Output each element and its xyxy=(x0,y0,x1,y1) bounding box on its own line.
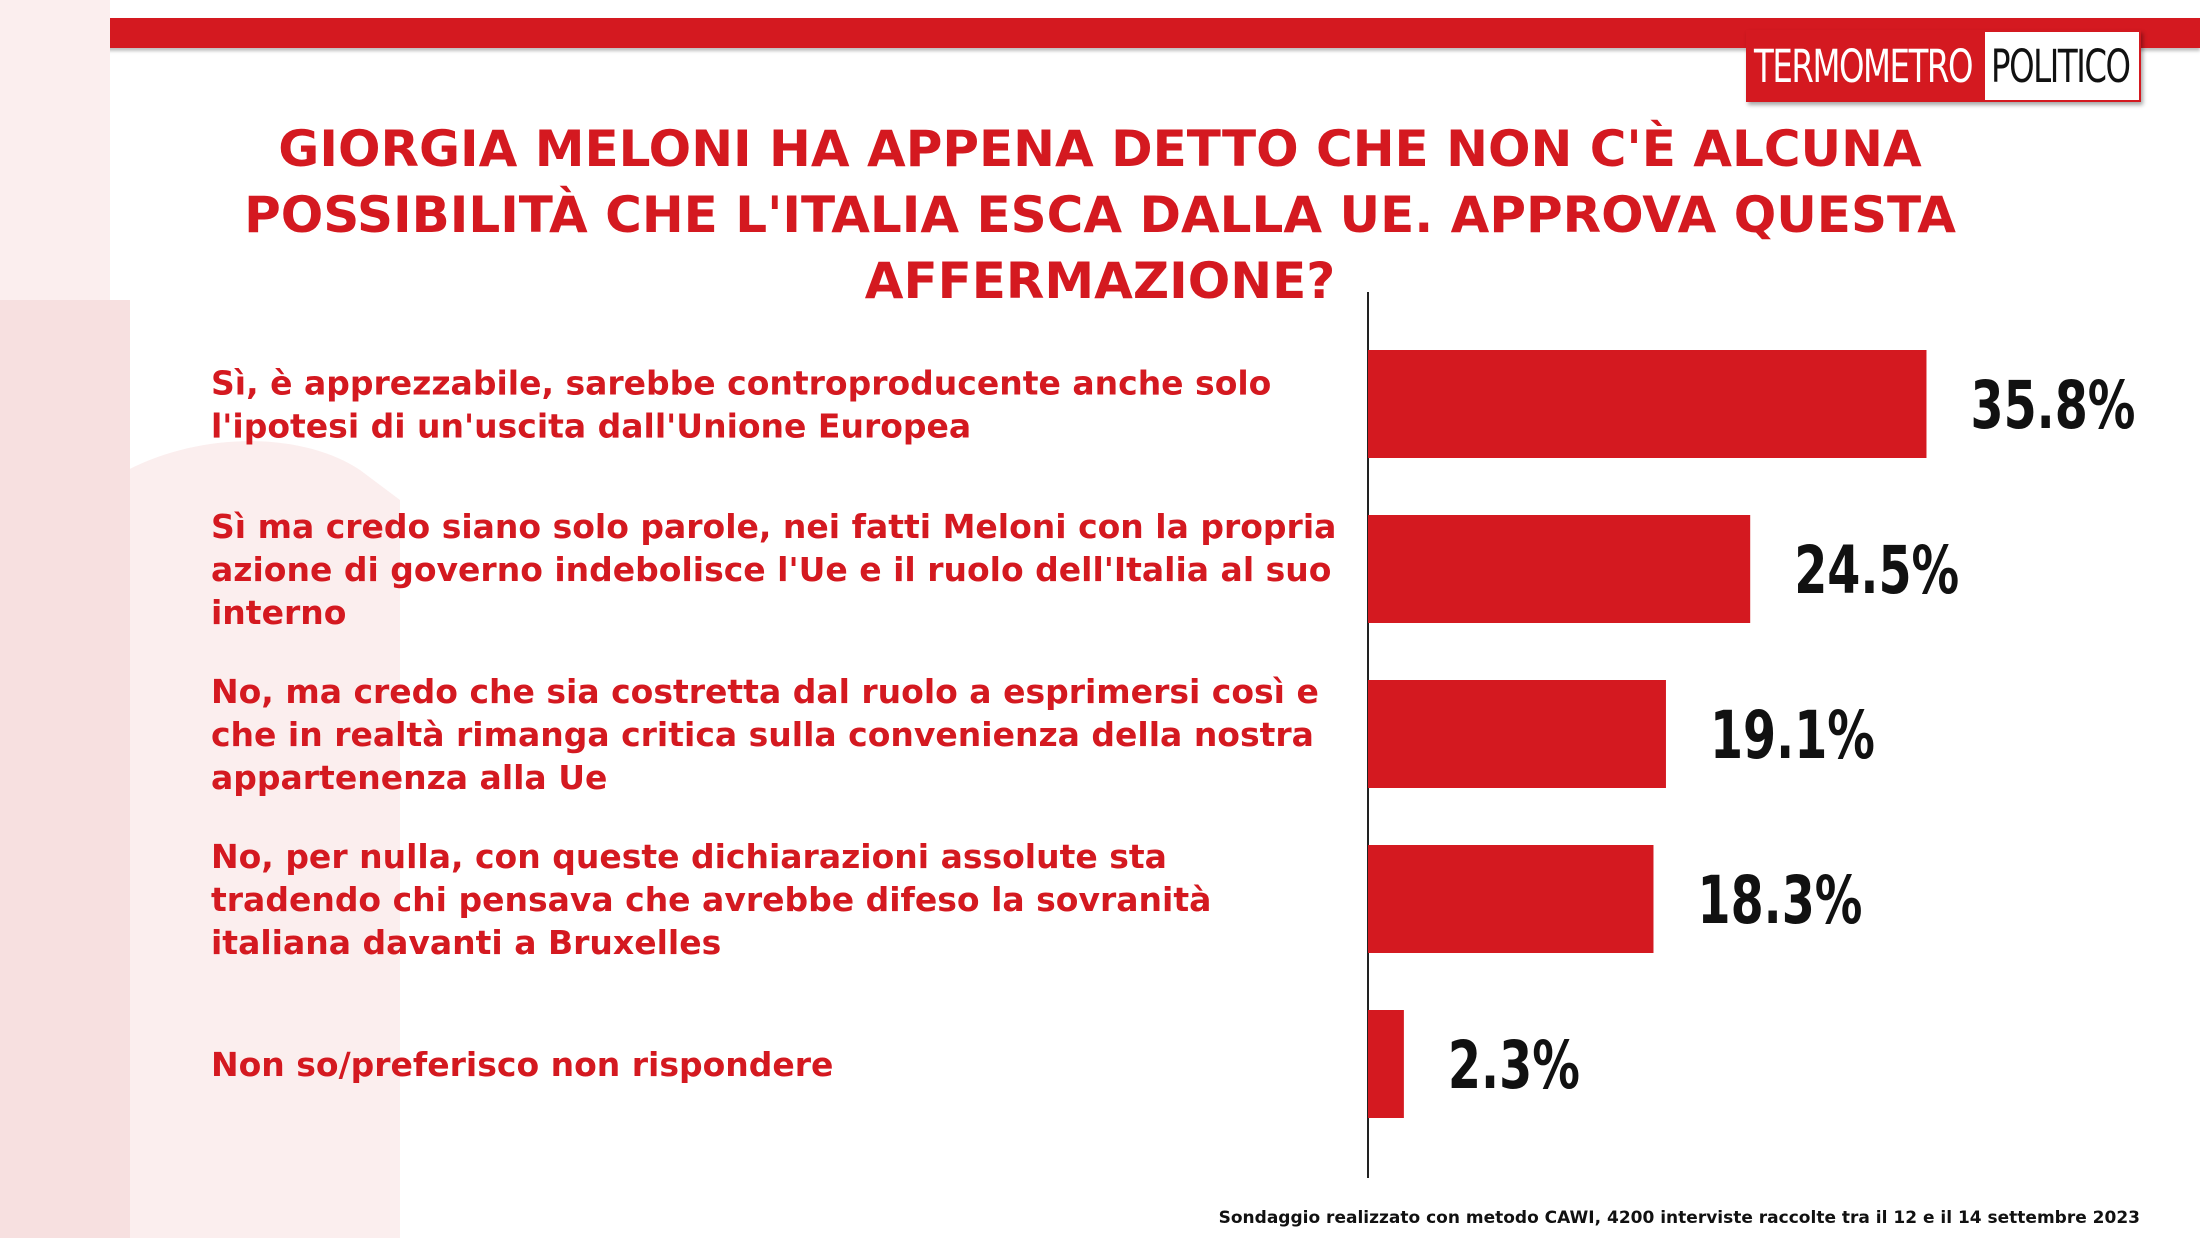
value-label-3: 19.1% xyxy=(1710,697,1875,774)
bar-2 xyxy=(1368,515,1751,623)
category-label-4-line-1: No, per nulla, con queste dichiarazioni … xyxy=(211,837,1167,876)
category-label-4-line-3: italiana davanti a Bruxelles xyxy=(211,923,721,962)
value-label-5: 2.3% xyxy=(1448,1027,1580,1104)
value-label-1: 35.8% xyxy=(1970,367,2135,444)
category-label-2-line-1: Sì ma credo siano solo parole, nei fatti… xyxy=(211,507,1336,546)
brand-logo-left: TERMOMETRO xyxy=(1746,30,1985,102)
category-label-4-line-2: tradendo chi pensava che avrebbe difeso … xyxy=(211,880,1211,919)
value-label-2: 24.5% xyxy=(1794,532,1959,609)
value-labels-group: 35.8% 24.5% 19.1% 18.3% 2.3% xyxy=(1448,367,2136,1104)
category-label-3-line-2: che in realtà rimanga critica sulla conv… xyxy=(211,715,1314,754)
category-labels-group: Sì, è apprezzabile, sarebbe controproduc… xyxy=(211,364,1336,1085)
category-label-1-line-1: Sì, è apprezzabile, sarebbe controproduc… xyxy=(211,364,1271,403)
bar-5 xyxy=(1368,1010,1404,1118)
bar-4 xyxy=(1368,845,1654,953)
category-label-2-line-2: azione di governo indebolisce l'Ue e il … xyxy=(211,550,1331,589)
chart-title: GIORGIA MELONI HA APPENA DETTO CHE NON C… xyxy=(244,120,1956,310)
category-label-1-line-2: l'ipotesi di un'uscita dall'Unione Europ… xyxy=(211,407,971,446)
bars-group xyxy=(1368,350,1927,1118)
bar-1 xyxy=(1368,350,1927,458)
value-label-4: 18.3% xyxy=(1697,862,1862,939)
category-label-3-line-1: No, ma credo che sia costretta dal ruolo… xyxy=(211,672,1319,711)
footnote: Sondaggio realizzato con metodo CAWI, 42… xyxy=(1218,1208,2140,1228)
category-label-5-line-1: Non so/preferisco non rispondere xyxy=(211,1045,833,1084)
bar-3 xyxy=(1368,680,1666,788)
category-label-3-line-3: appartenenza alla Ue xyxy=(211,758,607,797)
brand-logo-right: POLITICO xyxy=(1984,30,2142,102)
brand-logo: TERMOMETRO POLITICO xyxy=(1746,30,2142,102)
category-label-2-line-3: interno xyxy=(211,593,346,632)
